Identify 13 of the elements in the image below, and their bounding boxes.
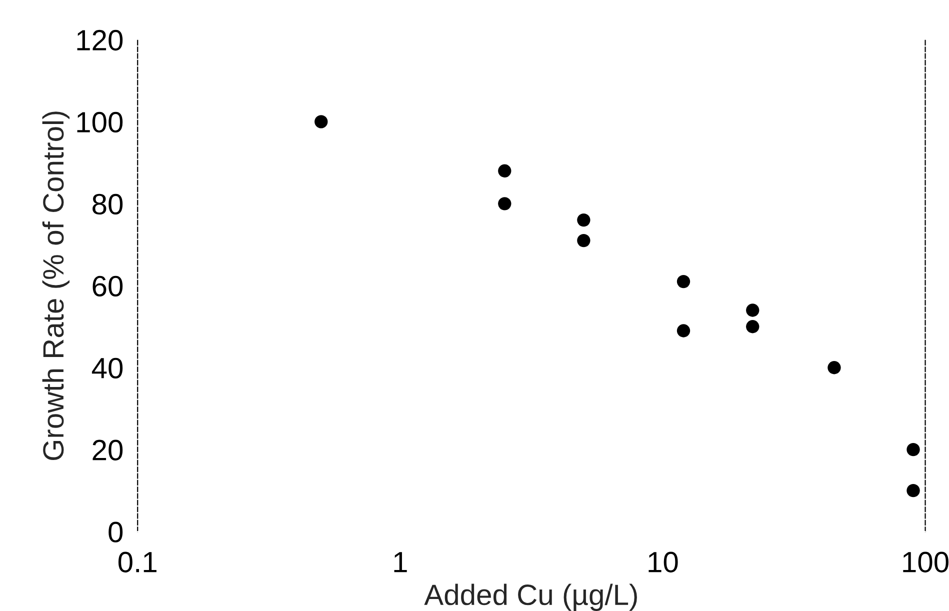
x-tick-label: 10: [648, 552, 678, 572]
y-tick-label: 80: [92, 194, 123, 215]
y-tick-label: 0: [108, 522, 123, 542]
x-axis-title: Added Cu (µg/L): [424, 584, 637, 611]
y-axis-title: Growth Rate (% of Control): [42, 112, 70, 460]
y-tick-label: 100: [77, 112, 123, 133]
y-tick-label: 40: [92, 358, 123, 378]
x-tick-label: 0.1: [118, 552, 156, 572]
y-tick-label: 60: [92, 276, 123, 296]
x-tick-label: 100: [903, 552, 948, 572]
y-tick-label: 120: [77, 30, 123, 51]
y-tick-label: 20: [92, 440, 123, 460]
x-tick-label: 1: [394, 552, 407, 572]
